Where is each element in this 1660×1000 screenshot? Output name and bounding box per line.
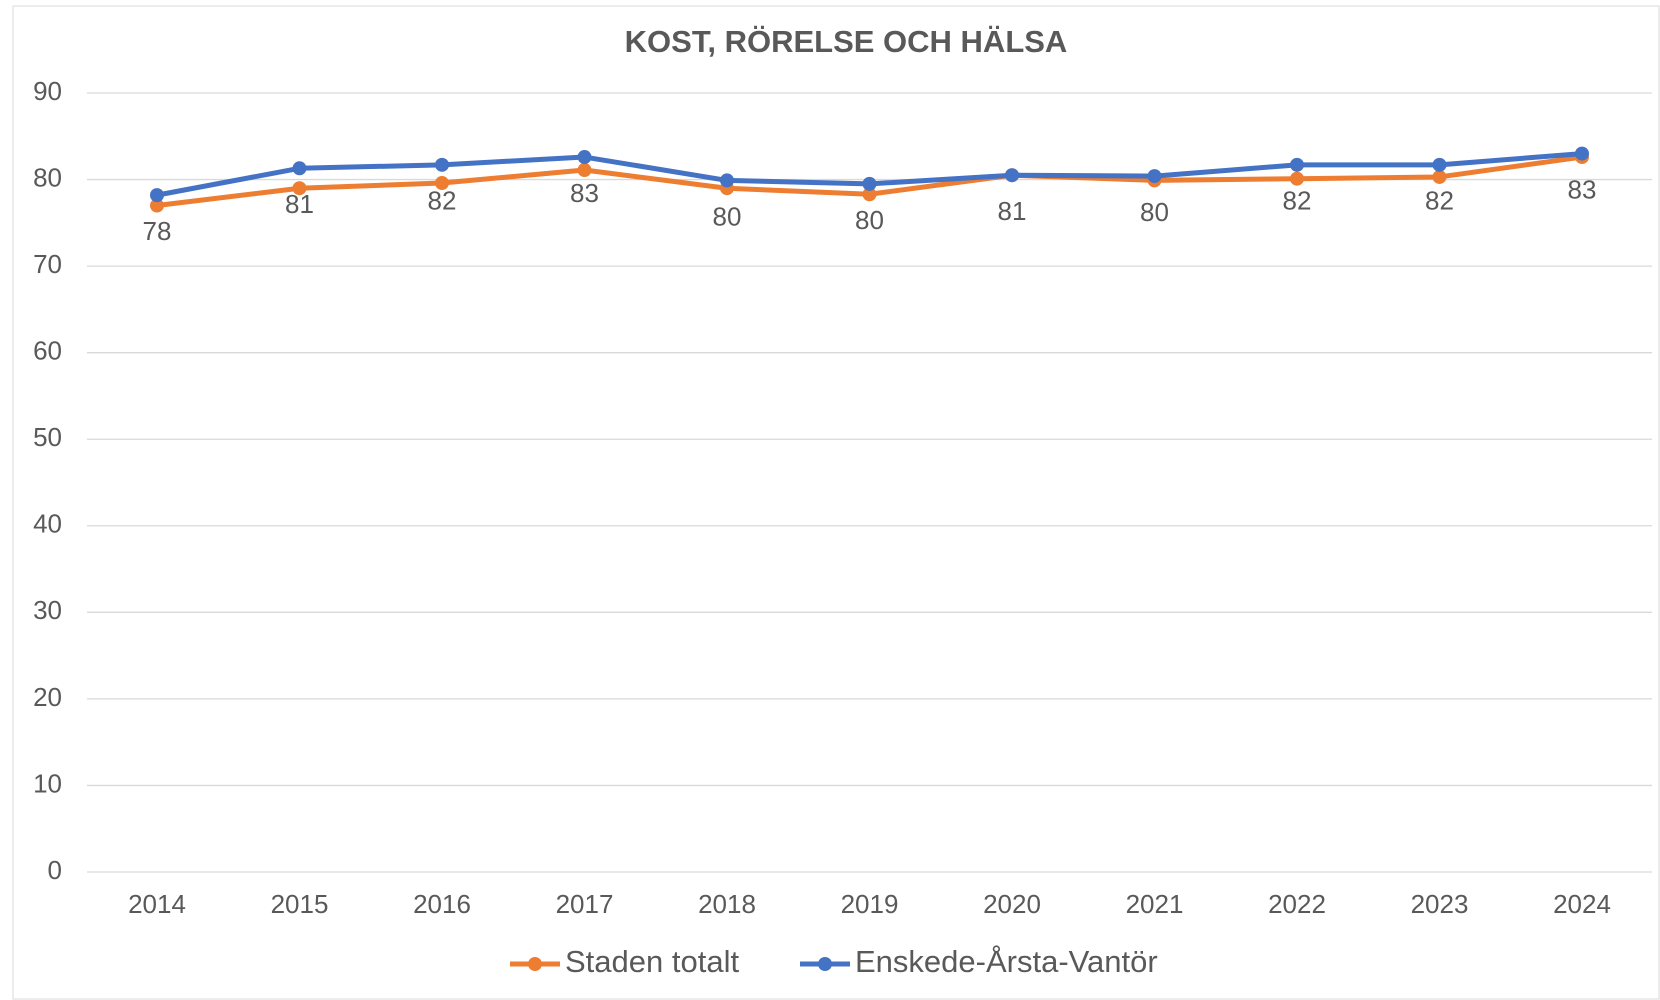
data-point xyxy=(292,181,307,196)
x-tick-label: 2022 xyxy=(1268,889,1326,919)
data-point xyxy=(1575,146,1589,161)
x-tick-label: 2020 xyxy=(983,889,1041,919)
data-point xyxy=(862,187,877,202)
chart-title: KOST, RÖRELSE OCH HÄLSA xyxy=(625,24,1068,59)
x-tick-label: 2015 xyxy=(271,889,329,919)
y-tick-label: 40 xyxy=(33,509,62,539)
data-label: 83 xyxy=(1568,174,1597,204)
y-tick-label: 10 xyxy=(33,768,62,798)
data-point xyxy=(720,173,734,188)
data-point xyxy=(577,163,592,178)
y-tick-label: 80 xyxy=(33,162,62,192)
data-point xyxy=(1290,171,1304,186)
x-tick-label: 2016 xyxy=(413,889,471,919)
data-label: 82 xyxy=(1283,186,1312,216)
x-tick-label: 2014 xyxy=(128,889,186,919)
data-point xyxy=(1005,168,1019,183)
data-point xyxy=(862,176,877,191)
legend-label: Enskede-Årsta-Vantör xyxy=(855,944,1158,979)
legend-marker xyxy=(818,957,832,971)
data-label: 82 xyxy=(1425,186,1454,216)
legend-marker xyxy=(528,957,542,971)
data-point xyxy=(1290,157,1304,172)
x-tick-label: 2017 xyxy=(556,889,614,919)
data-point xyxy=(1432,157,1447,172)
data-label: 80 xyxy=(855,205,884,235)
y-tick-label: 30 xyxy=(33,595,62,625)
y-tick-label: 70 xyxy=(33,249,62,279)
data-point xyxy=(150,198,164,213)
data-point xyxy=(1147,169,1162,184)
data-point xyxy=(435,176,449,191)
data-label: 80 xyxy=(713,201,742,231)
x-tick-label: 2019 xyxy=(841,889,899,919)
x-tick-label: 2021 xyxy=(1126,889,1184,919)
x-tick-label: 2023 xyxy=(1411,889,1469,919)
data-label: 81 xyxy=(998,196,1027,226)
y-tick-label: 0 xyxy=(48,855,62,885)
data-point xyxy=(577,150,592,165)
y-tick-label: 50 xyxy=(33,422,62,452)
data-label: 83 xyxy=(570,178,599,208)
y-tick-label: 90 xyxy=(33,76,62,106)
y-tick-label: 60 xyxy=(33,336,62,366)
data-label: 78 xyxy=(143,216,172,246)
data-label: 80 xyxy=(1140,197,1169,227)
chart-frame xyxy=(12,5,1660,1000)
data-point xyxy=(292,161,307,176)
data-label: 81 xyxy=(285,189,314,219)
data-label: 82 xyxy=(428,186,457,216)
data-point xyxy=(1432,169,1447,184)
x-tick-label: 2024 xyxy=(1553,889,1611,919)
data-point xyxy=(150,188,164,203)
y-tick-label: 20 xyxy=(33,682,62,712)
data-point xyxy=(435,157,449,172)
legend-label: Staden totalt xyxy=(565,944,739,979)
x-tick-label: 2018 xyxy=(698,889,756,919)
